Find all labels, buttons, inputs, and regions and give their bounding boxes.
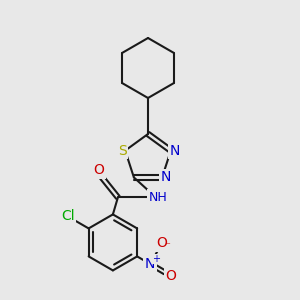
- Text: N: N: [161, 170, 171, 184]
- Text: O: O: [157, 236, 168, 250]
- Text: N: N: [145, 257, 155, 271]
- Text: N: N: [169, 144, 180, 158]
- Text: O: O: [166, 269, 176, 283]
- Text: +: +: [152, 254, 160, 264]
- Text: S: S: [118, 144, 127, 158]
- Text: ⁻: ⁻: [164, 241, 170, 251]
- Text: O: O: [94, 164, 104, 177]
- Text: NH: NH: [148, 191, 167, 204]
- Text: Cl: Cl: [61, 209, 75, 224]
